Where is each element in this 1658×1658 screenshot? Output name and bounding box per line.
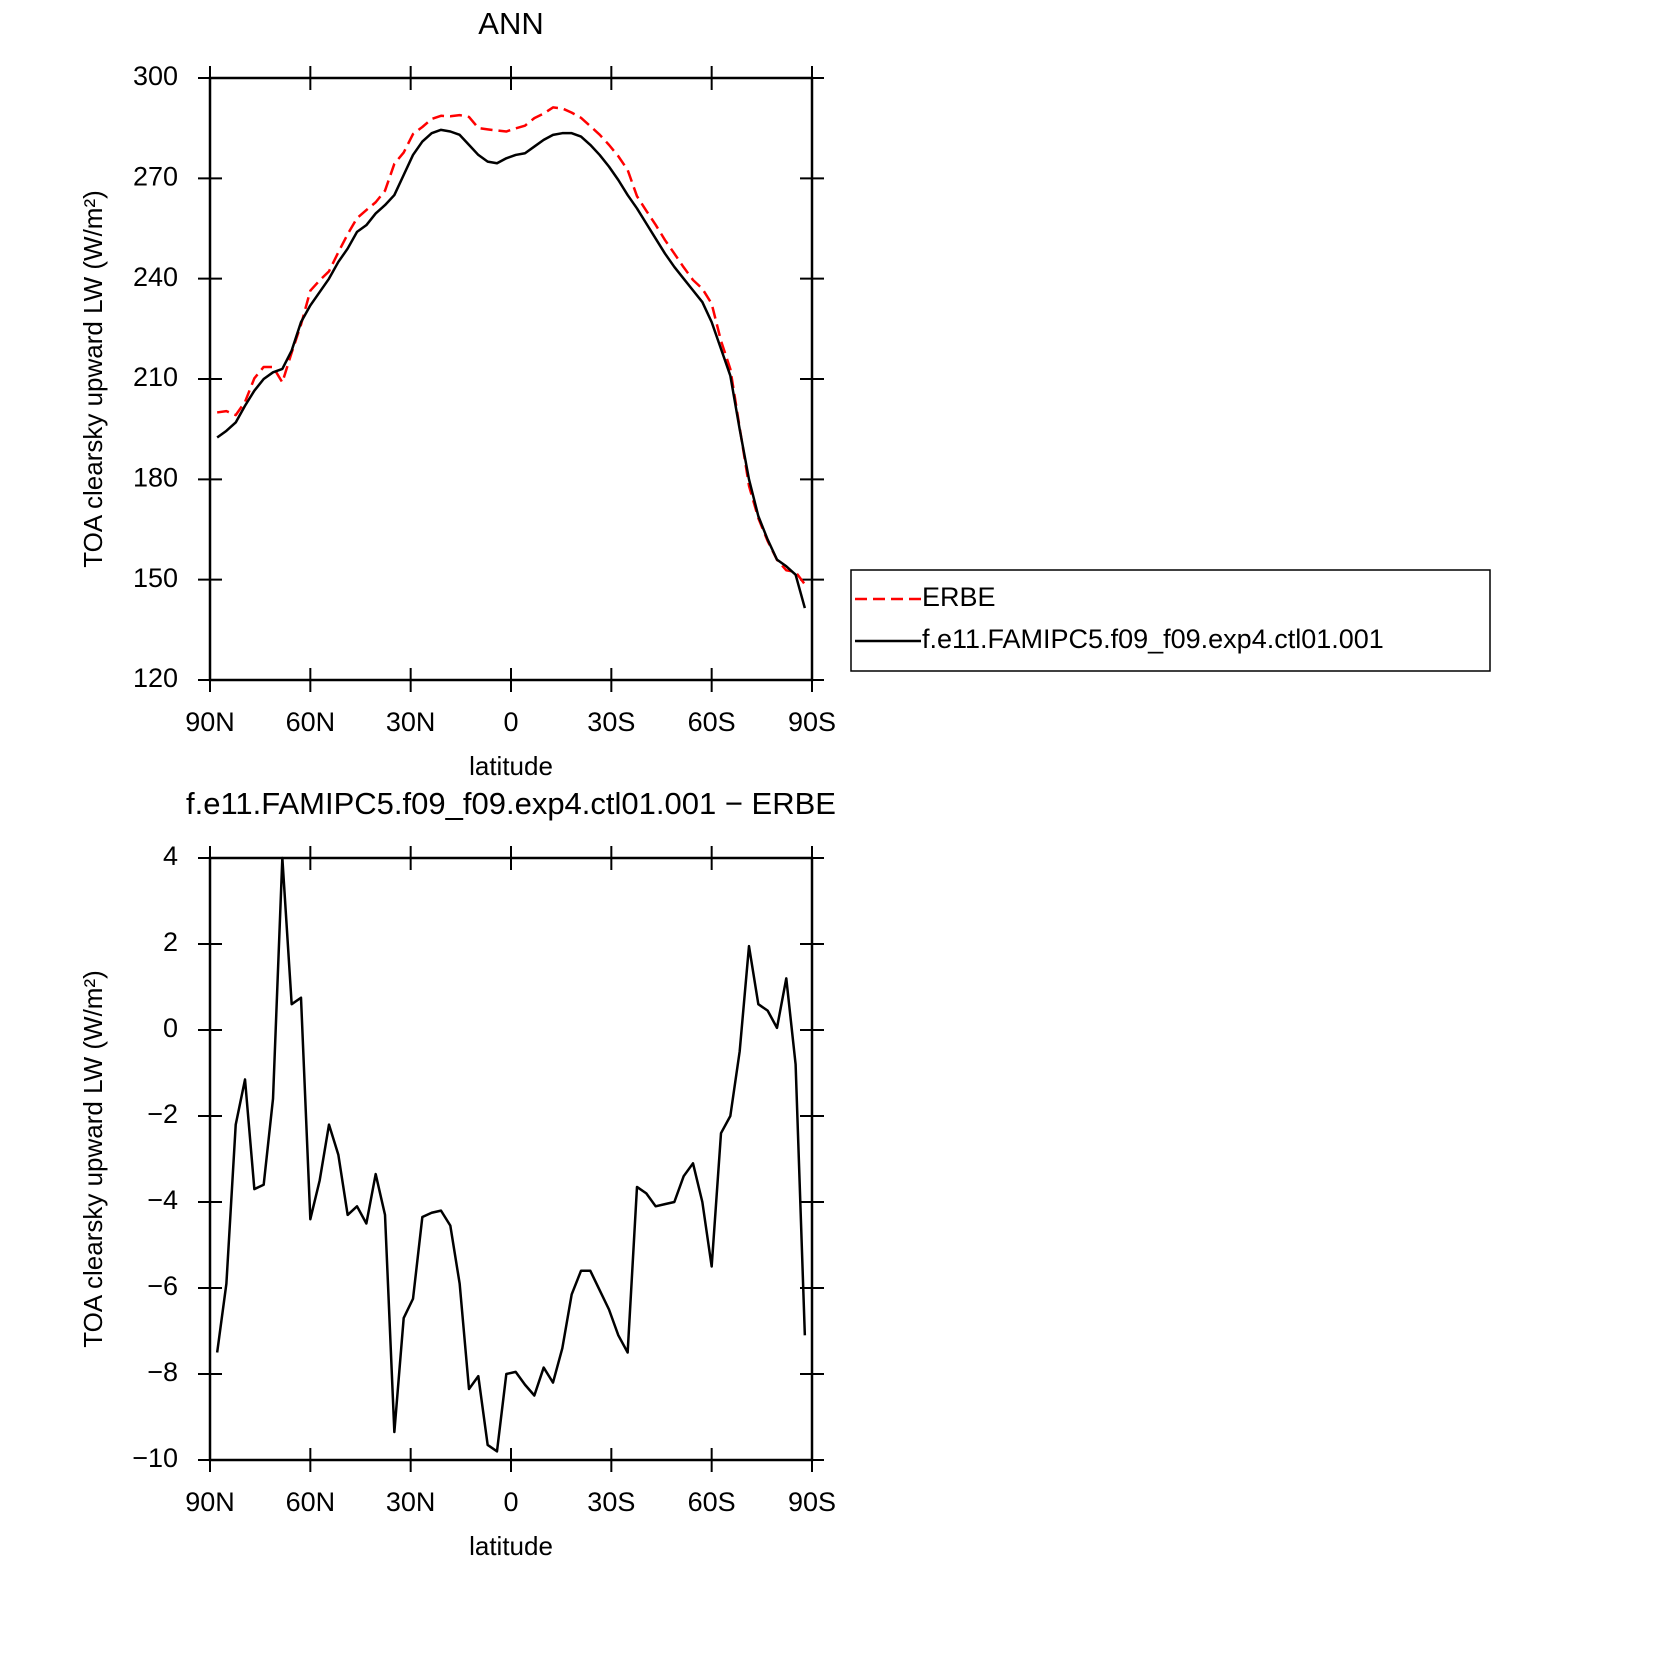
y-tick-label: 120 xyxy=(133,663,178,693)
x-tick-label: 60N xyxy=(286,1487,336,1517)
chart-title: f.e11.FAMIPC5.f09_f09.exp4.ctl01.001 − E… xyxy=(186,786,836,821)
x-tick-label: 60S xyxy=(688,707,736,737)
y-tick-label: −2 xyxy=(147,1099,178,1129)
y-tick-label: 240 xyxy=(133,262,178,292)
data-line xyxy=(216,106,806,586)
y-tick-label: 180 xyxy=(133,462,178,492)
y-axis-label: TOA clearsky upward LW (W/m²) xyxy=(78,190,108,568)
y-tick-label: −8 xyxy=(147,1357,178,1387)
y-tick-label: 2 xyxy=(163,927,178,957)
legend-label: ERBE xyxy=(922,582,996,612)
y-tick-label: 0 xyxy=(163,1013,178,1043)
plot-frame xyxy=(208,76,814,682)
y-tick-label: −4 xyxy=(147,1185,178,1215)
plot-frame xyxy=(208,856,814,1462)
y-tick-label: 210 xyxy=(133,362,178,392)
y-tick-label: 300 xyxy=(133,61,178,91)
x-tick-label: 30S xyxy=(587,1487,635,1517)
data-line xyxy=(216,128,807,609)
y-tick-label: 4 xyxy=(163,841,178,871)
x-tick-label: 60S xyxy=(688,1487,736,1517)
y-tick-label: −10 xyxy=(132,1443,178,1473)
y-axis-label: TOA clearsky upward LW (W/m²) xyxy=(78,970,108,1348)
chart-title: ANN xyxy=(478,6,543,41)
x-axis-label: latitude xyxy=(469,751,553,781)
x-tick-label: 30N xyxy=(386,707,436,737)
legend-box xyxy=(850,569,1491,672)
y-tick-label: 270 xyxy=(133,161,178,191)
x-tick-label: 0 xyxy=(503,1487,518,1517)
x-tick-label: 90S xyxy=(788,707,836,737)
x-tick-label: 60N xyxy=(286,707,336,737)
data-line xyxy=(215,856,807,1453)
legend-label: f.e11.FAMIPC5.f09_f09.exp4.ctl01.001 xyxy=(922,624,1384,654)
x-tick-label: 30N xyxy=(386,1487,436,1517)
x-axis-label: latitude xyxy=(469,1531,553,1561)
x-tick-label: 30S xyxy=(587,707,635,737)
y-tick-label: 150 xyxy=(133,563,178,593)
y-tick-label: −6 xyxy=(147,1271,178,1301)
x-tick-label: 90S xyxy=(788,1487,836,1517)
x-tick-label: 0 xyxy=(503,707,518,737)
x-tick-label: 90N xyxy=(185,1487,235,1517)
x-tick-label: 90N xyxy=(185,707,235,737)
